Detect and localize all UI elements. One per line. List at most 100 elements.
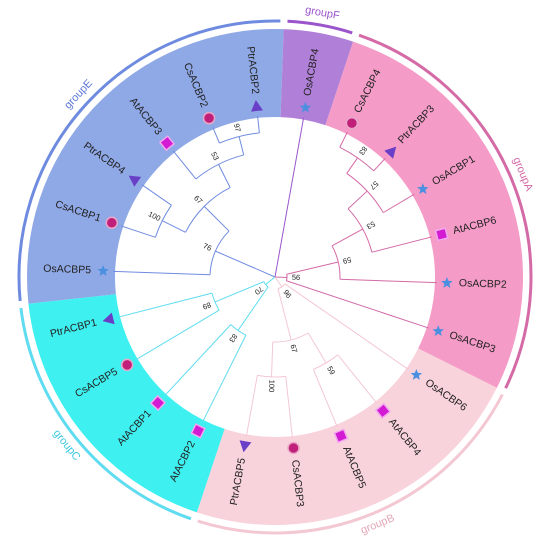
group-label-groupc: groupC xyxy=(51,427,83,463)
branch xyxy=(347,190,368,210)
ring-groupf xyxy=(287,19,353,35)
marker-triangle-icon xyxy=(384,146,397,159)
marker-circle-icon xyxy=(120,358,134,372)
sector-groupe xyxy=(27,28,284,304)
sector-groupa xyxy=(325,41,523,388)
branch-arc xyxy=(331,245,341,280)
branch xyxy=(274,276,283,288)
branch xyxy=(274,276,288,279)
marker-square-icon xyxy=(374,402,392,419)
branch xyxy=(237,286,269,331)
branch xyxy=(346,157,359,174)
branch xyxy=(121,225,156,238)
branch xyxy=(265,276,276,285)
marker-triangle-icon xyxy=(251,100,263,112)
branch xyxy=(277,288,292,341)
marker-square-icon xyxy=(190,423,206,439)
branch xyxy=(339,131,348,148)
bootstrap-value: 59 xyxy=(342,255,352,266)
marker-star-icon xyxy=(97,265,109,276)
branch xyxy=(202,334,247,423)
branch xyxy=(172,150,197,180)
marker-square-icon xyxy=(333,428,349,444)
leaf-label-osacbp5: OsACBP5 xyxy=(43,263,91,277)
bootstrap-value: 83 xyxy=(227,332,239,344)
sector-groupc xyxy=(28,294,225,513)
marker-triangle-icon xyxy=(128,175,142,187)
bootstrap-value: 56 xyxy=(292,273,301,282)
leaf-label-osacbp2: OsACBP2 xyxy=(459,277,507,291)
bootstrap-value: 67 xyxy=(288,343,299,353)
branch xyxy=(331,228,363,247)
bootstrap-value: 57 xyxy=(368,179,380,191)
branch-arc xyxy=(347,208,373,253)
branch xyxy=(215,250,265,273)
bootstrap-value: 67 xyxy=(192,193,204,205)
branch-arc xyxy=(219,132,260,144)
branch xyxy=(339,278,437,284)
group-rings xyxy=(17,19,533,535)
marker-star-icon xyxy=(441,277,453,288)
branch xyxy=(284,283,409,370)
bootstrap-value: 100 xyxy=(267,380,276,393)
bootstrap-value: 89 xyxy=(201,300,212,312)
bootstrap-value: 76 xyxy=(202,241,213,253)
marker-star-icon xyxy=(299,101,312,113)
marker-star-icon xyxy=(417,183,429,194)
branch xyxy=(307,332,327,364)
sector-groupf xyxy=(280,29,354,126)
ring-groupb xyxy=(197,393,504,535)
bootstrap-value: 53 xyxy=(209,150,221,161)
bootstrap-value: 59 xyxy=(325,365,337,377)
branch xyxy=(203,205,230,232)
bootstrap-value: 100 xyxy=(147,209,162,223)
branch xyxy=(214,281,265,303)
bootstrap-value: 83 xyxy=(357,145,369,157)
branch xyxy=(263,271,276,278)
marker-triangle-icon xyxy=(239,440,252,453)
branch xyxy=(371,236,433,253)
branch xyxy=(113,270,211,276)
branch xyxy=(274,265,278,278)
marker-star-icon xyxy=(432,325,444,337)
ring-groupc xyxy=(19,307,192,521)
marker-circle-icon xyxy=(105,216,119,230)
branch xyxy=(286,280,429,329)
leaf-label-csacbp3: CsACBP3 xyxy=(289,459,306,507)
branch-arc xyxy=(185,187,231,233)
branch xyxy=(271,341,274,377)
branch xyxy=(286,261,339,275)
branch-arc xyxy=(209,230,230,275)
marker-triangle-icon xyxy=(102,312,115,325)
branch xyxy=(117,292,213,318)
marker-square-icon xyxy=(434,227,449,242)
branch xyxy=(245,375,258,437)
ring-groupa xyxy=(358,33,533,389)
branch xyxy=(218,164,231,188)
marker-star-icon xyxy=(410,368,423,380)
branch-arc xyxy=(339,146,375,172)
ring-groupe xyxy=(17,19,281,302)
branch-arc xyxy=(272,332,309,343)
branch-arc xyxy=(195,154,244,180)
leaf-label-ptracbp2: PtrACBP2 xyxy=(244,46,261,95)
tree-branches xyxy=(113,115,437,439)
group-label-groupe: groupE xyxy=(62,77,95,111)
marker-circle-icon xyxy=(287,441,300,455)
marker-square-icon xyxy=(158,135,176,152)
group-label-groupf: groupF xyxy=(304,4,341,22)
branch xyxy=(337,354,378,404)
bootstrap-value: 97 xyxy=(232,123,243,133)
branch xyxy=(285,376,293,439)
bootstrap-value: 53 xyxy=(365,219,377,231)
bootstrap-labels: 100 97 53 67 76 83 57 53 59 56 59 100 67 96 83 89 70 xyxy=(147,123,380,393)
branch xyxy=(276,117,305,266)
marker-square-icon xyxy=(149,394,167,412)
marker-circle-icon xyxy=(202,111,216,125)
bootstrap-value: 96 xyxy=(281,288,293,300)
branch xyxy=(238,136,245,156)
marker-circle-icon xyxy=(345,116,359,130)
group-sectors xyxy=(27,28,523,525)
branch xyxy=(312,369,338,427)
